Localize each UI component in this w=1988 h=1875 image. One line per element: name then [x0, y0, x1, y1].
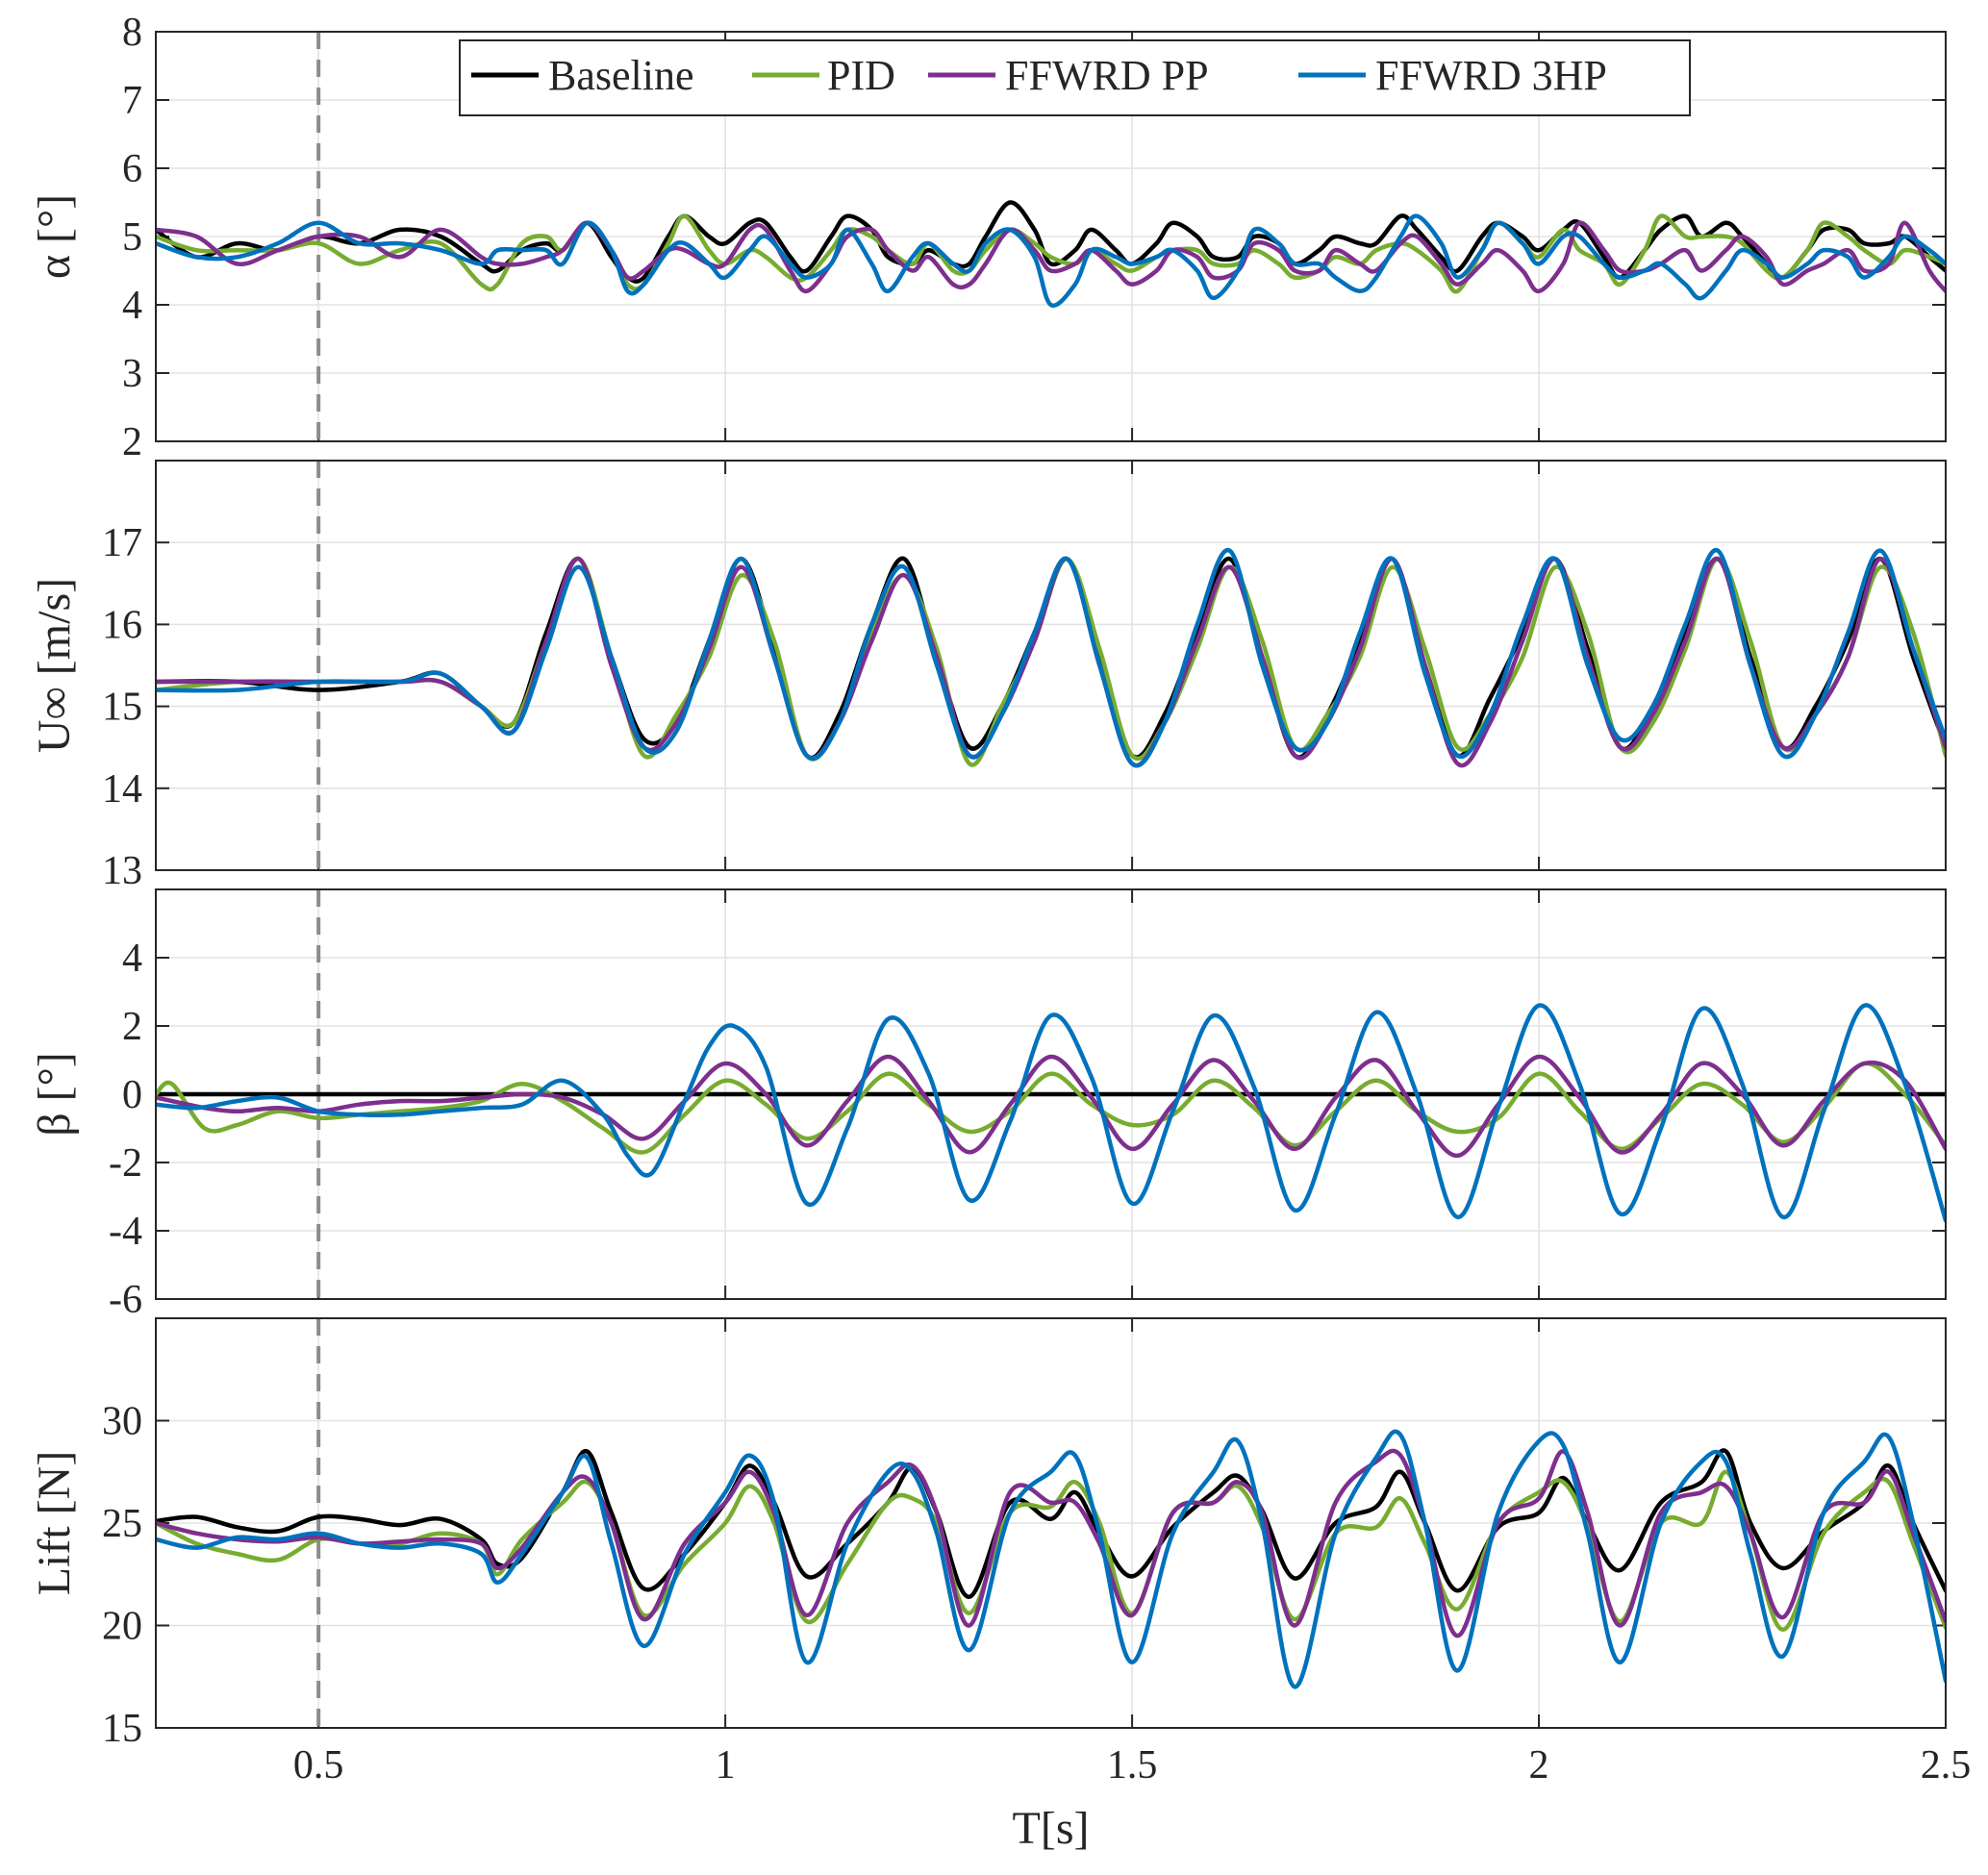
beta-ylabel: β [°] [29, 1052, 80, 1137]
alpha-ytick-label: 7 [122, 79, 142, 123]
legend: Baseline PID FFWRD PP FFWRD 3HP [459, 39, 1691, 116]
alpha-ylabel: α [°] [29, 194, 80, 279]
alpha-ytick-label: 5 [122, 215, 142, 260]
legend-label-ffwrd-3hp: FFWRD 3HP [1375, 52, 1607, 99]
u-inf-ytick-label: 13 [102, 849, 142, 893]
xtick-label: 1 [716, 1743, 736, 1788]
beta-series-group [156, 1003, 1946, 1223]
lift-series-group [156, 1429, 1946, 1689]
u-inf-series-ffwrd-3hp [156, 547, 1946, 768]
beta-series-ffwrd-3hp [156, 1003, 1946, 1223]
lift-ytick-label: 15 [102, 1707, 142, 1751]
xtick-label: 1.5 [1107, 1743, 1158, 1788]
beta-ytick-label: 0 [122, 1073, 142, 1117]
legend-box [459, 39, 1691, 116]
xtick-label: 0.5 [293, 1743, 344, 1788]
lift-ytick-label: 20 [102, 1605, 142, 1649]
subplot-stack: 2 3 4 5 6 7 8 α [°] 13 14 15 16 17 U∞ [m/s] -6 -4 -2 0 2 4 β… [29, 11, 1971, 1854]
u-inf-ytick-label: 16 [102, 603, 142, 647]
lift-series-baseline [156, 1448, 1946, 1599]
subplot-lift: 15 20 25 30 0.5 1 1.5 2 2.5 Lift [N] T[s] [29, 1317, 1972, 1854]
u-inf-ytick-label: 17 [102, 521, 142, 565]
beta-ytick-label: -4 [109, 1210, 142, 1254]
u-inf-series-group [156, 547, 1946, 768]
lift-ytick-label: 30 [102, 1400, 142, 1444]
alpha-ytick-label: 3 [122, 352, 142, 396]
lift-axes-frame [155, 1317, 1947, 1729]
beta-series-ffwrd-pp [156, 1054, 1946, 1159]
legend-label-pid: PID [827, 52, 895, 99]
alpha-series-ffwrd-3hp [156, 213, 1946, 308]
u-inf-axes-frame [155, 460, 1947, 871]
alpha-ytick-label: 8 [122, 11, 142, 55]
u-inf-ytick-label: 14 [102, 767, 142, 812]
xlabel: T[s] [1013, 1803, 1090, 1854]
alpha-ytick-label: 6 [122, 147, 142, 191]
lift-ytick-label: 25 [102, 1502, 142, 1546]
lift-series-ffwrd-pp [156, 1448, 1946, 1638]
xtick-label: 2.5 [1921, 1743, 1972, 1788]
legend-label-ffwrd-pp: FFWRD PP [1005, 52, 1209, 99]
alpha-axes-frame [155, 31, 1947, 442]
beta-axes-frame [155, 888, 1947, 1300]
lift-series-pid [156, 1469, 1946, 1633]
alpha-series-group [156, 200, 1946, 308]
lift-ylabel: Lift [N] [29, 1451, 80, 1596]
beta-ytick-label: -2 [109, 1141, 142, 1186]
beta-ytick-label: -6 [109, 1278, 142, 1322]
xtick-label: 2 [1529, 1743, 1549, 1788]
subplot-beta: -6 -4 -2 0 2 4 β [°] [29, 888, 1947, 1322]
legend-label-baseline: Baseline [548, 52, 694, 99]
lift-series-ffwrd-3hp [156, 1429, 1946, 1689]
subplot-u-inf: 13 14 15 16 17 U∞ [m/s] [29, 460, 1947, 893]
alpha-ytick-label: 2 [122, 420, 142, 464]
u-inf-ytick-label: 15 [102, 686, 142, 730]
beta-ytick-label: 2 [122, 1005, 142, 1049]
beta-ytick-label: 4 [122, 937, 142, 981]
alpha-ytick-label: 4 [122, 284, 142, 328]
u-inf-ylabel: U∞ [m/s] [29, 578, 80, 753]
